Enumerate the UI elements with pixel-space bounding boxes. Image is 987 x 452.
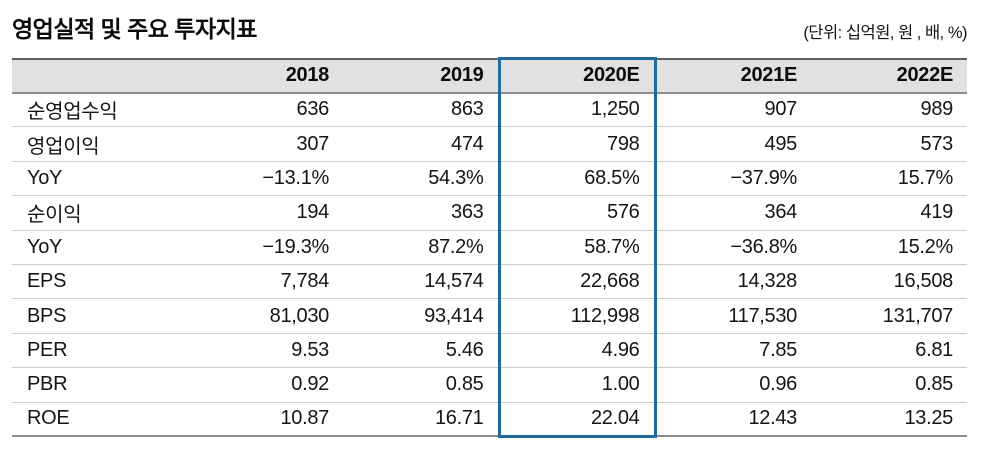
table-cell: 7,784 bbox=[187, 264, 343, 300]
table-cell: 14,574 bbox=[343, 264, 499, 300]
table-cell: 16,508 bbox=[811, 264, 967, 300]
table-cell: 636 bbox=[187, 92, 343, 128]
table-cell: 15.2% bbox=[811, 230, 967, 265]
table-cell: 307 bbox=[187, 126, 343, 162]
table-cell: 54.3% bbox=[343, 161, 499, 197]
row-label: PER bbox=[12, 333, 187, 369]
table-cell: −13.1% bbox=[187, 161, 343, 197]
table-cell: 6.81 bbox=[811, 333, 967, 369]
table-row: BPS 81,030 93,414 112,998 117,530 131,70… bbox=[12, 298, 967, 334]
section-header: 영업실적 및 주요 투자지표 (단위: 십억원, 원 , 배, %) bbox=[12, 6, 967, 44]
table-cell: 12.43 bbox=[655, 402, 811, 438]
row-label: BPS bbox=[12, 298, 187, 334]
table-cell: 863 bbox=[343, 92, 499, 128]
table-cell-highlighted: 576 bbox=[497, 195, 657, 231]
table-cell: 0.85 bbox=[343, 367, 499, 403]
table-cell: 0.96 bbox=[655, 367, 811, 403]
table-row: EPS 7,784 14,574 22,668 14,328 16,508 bbox=[12, 264, 967, 300]
row-label: YoY bbox=[12, 161, 187, 197]
table-cell: 93,414 bbox=[343, 298, 499, 334]
row-label: YoY bbox=[12, 230, 187, 265]
row-label: PBR bbox=[12, 367, 187, 403]
table-cell: 7.85 bbox=[655, 333, 811, 369]
table-cell-highlighted: 798 bbox=[497, 126, 657, 162]
table-cell: 0.92 bbox=[187, 367, 343, 403]
table-cell: 81,030 bbox=[187, 298, 343, 334]
table-cell: 363 bbox=[343, 195, 499, 231]
table-cell: 131,707 bbox=[811, 298, 967, 334]
table-cell-highlighted: 22,668 bbox=[497, 264, 657, 300]
table-row: ROE 10.87 16.71 22.04 12.43 13.25 bbox=[12, 402, 967, 438]
table-cell: −36.8% bbox=[655, 230, 811, 265]
table-cell: 16.71 bbox=[343, 402, 499, 438]
column-header-2020e-highlighted: 2020E bbox=[497, 57, 657, 94]
table-cell: 989 bbox=[811, 92, 967, 128]
table-cell: 907 bbox=[655, 92, 811, 128]
table-cell: 194 bbox=[187, 195, 343, 231]
table-cell-highlighted: 4.96 bbox=[497, 333, 657, 369]
table-cell: 474 bbox=[343, 126, 499, 162]
table-cell-highlighted: 112,998 bbox=[497, 298, 657, 334]
table-cell: 9.53 bbox=[187, 333, 343, 369]
table-cell: 573 bbox=[811, 126, 967, 162]
table-row: YoY −13.1% 54.3% 68.5% −37.9% 15.7% bbox=[12, 161, 967, 197]
row-label: EPS bbox=[12, 264, 187, 300]
table-row: 순이익 194 363 576 364 419 bbox=[12, 195, 967, 231]
row-label: 순이익 bbox=[12, 195, 187, 231]
table-cell: 13.25 bbox=[811, 402, 967, 438]
table-cell-highlighted: 1.00 bbox=[497, 367, 657, 403]
table-cell: 419 bbox=[811, 195, 967, 231]
table-cell-highlighted: 22.04 bbox=[497, 402, 657, 438]
column-header-2018: 2018 bbox=[187, 57, 343, 94]
table-cell: −37.9% bbox=[655, 161, 811, 197]
table-cell-highlighted: 1,250 bbox=[497, 92, 657, 128]
table-row: 순영업수익 636 863 1,250 907 989 bbox=[12, 92, 967, 128]
table-cell: 5.46 bbox=[343, 333, 499, 369]
column-header-2022e: 2022E bbox=[811, 57, 967, 94]
table-cell: 117,530 bbox=[655, 298, 811, 334]
row-label: ROE bbox=[12, 402, 187, 438]
row-label: 영업이익 bbox=[12, 126, 187, 162]
column-header-2019: 2019 bbox=[343, 57, 499, 94]
table-row: YoY −19.3% 87.2% 58.7% −36.8% 15.2% bbox=[12, 230, 967, 265]
table-cell: 10.87 bbox=[187, 402, 343, 438]
table-header-row: 2018 2019 2020E 2021E 2022E bbox=[12, 57, 967, 94]
table-cell: 87.2% bbox=[343, 230, 499, 265]
column-header-2021e: 2021E bbox=[655, 57, 811, 94]
table-row: PER 9.53 5.46 4.96 7.85 6.81 bbox=[12, 333, 967, 369]
column-header-metric bbox=[12, 57, 187, 94]
table-row: 영업이익 307 474 798 495 573 bbox=[12, 126, 967, 162]
table-cell: 0.85 bbox=[811, 367, 967, 403]
table-cell: 495 bbox=[655, 126, 811, 162]
page-title: 영업실적 및 주요 투자지표 bbox=[12, 16, 257, 42]
unit-label: (단위: 십억원, 원 , 배, %) bbox=[803, 24, 967, 42]
row-label: 순영업수익 bbox=[12, 92, 187, 128]
table-row: PBR 0.92 0.85 1.00 0.96 0.85 bbox=[12, 367, 967, 403]
table-cell: 14,328 bbox=[655, 264, 811, 300]
table-cell: 15.7% bbox=[811, 161, 967, 197]
table-cell: −19.3% bbox=[187, 230, 343, 265]
table-cell-highlighted: 58.7% bbox=[497, 230, 657, 265]
table-cell-highlighted: 68.5% bbox=[497, 161, 657, 197]
table-cell: 364 bbox=[655, 195, 811, 231]
financial-table: 2018 2019 2020E 2021E 2022E 순영업수익 636 86… bbox=[12, 57, 967, 438]
